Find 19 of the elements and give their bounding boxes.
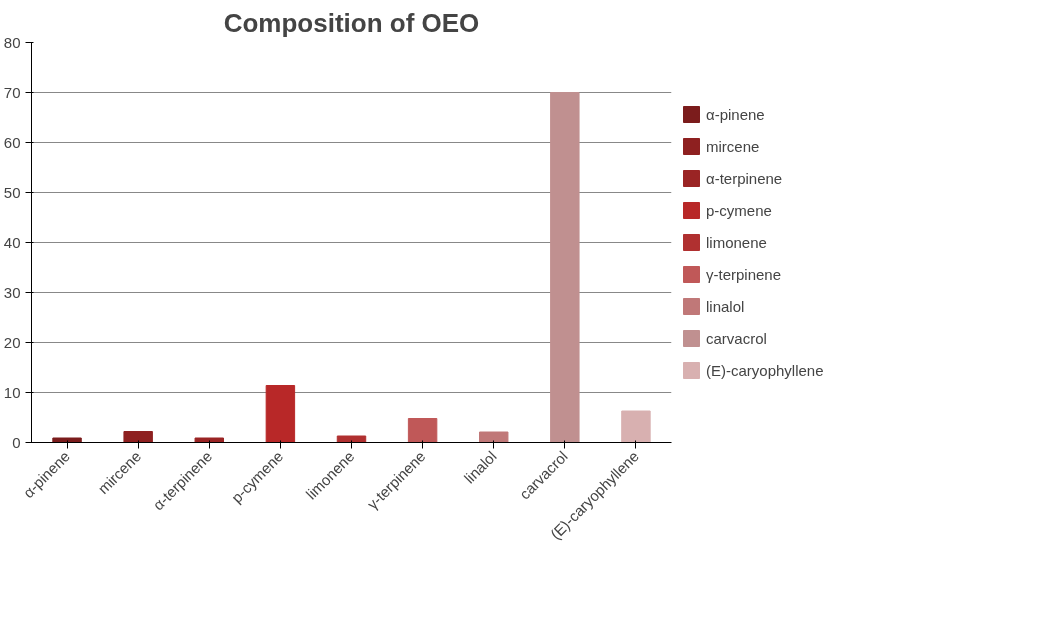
y-tick-label: 60 [3,133,21,151]
y-tick-label: 40 [3,233,21,251]
legend-label: γ-terpinene [706,265,782,283]
legend-label: carvacrol [706,329,767,347]
y-tick-label: 20 [3,333,21,351]
y-tick-label: 30 [3,283,21,301]
legend-label: limonene [706,233,767,251]
legend-label: linalol [706,297,745,315]
legend-label: mircene [706,137,760,155]
legend-label: (E)-caryophyllene [706,361,824,379]
legend-label: α-pinene [706,105,765,123]
legend-label: α-terpinene [706,169,783,187]
chart-title: Composition of OEO [223,7,480,38]
y-tick-label: 70 [3,83,21,101]
legend-label: p-cymene [706,201,772,219]
y-tick-label: 80 [3,33,21,51]
y-tick-label: 0 [12,433,21,451]
y-tick-label: 50 [3,183,21,201]
y-tick-label: 10 [3,383,21,401]
